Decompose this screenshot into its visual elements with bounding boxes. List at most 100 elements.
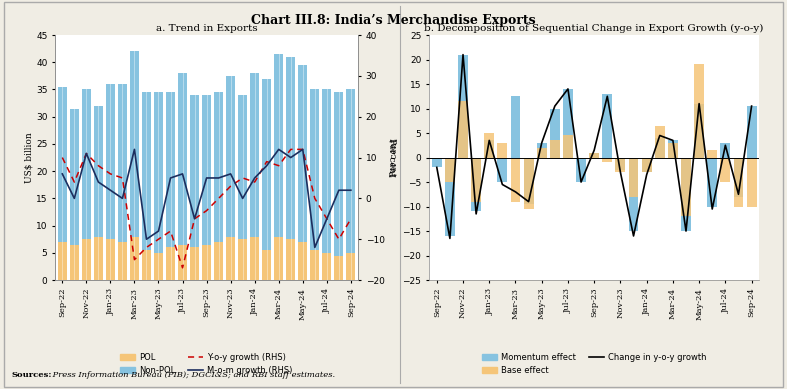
Bar: [655, 138, 665, 158]
Bar: [432, 158, 442, 167]
Bar: [202, 95, 211, 245]
Bar: [484, 140, 494, 158]
Bar: [576, 158, 586, 182]
Bar: [118, 242, 127, 280]
Bar: [681, 158, 691, 231]
Bar: [511, 158, 520, 202]
Bar: [130, 51, 139, 237]
Bar: [497, 158, 508, 182]
Bar: [57, 87, 67, 242]
Bar: [190, 95, 199, 247]
Bar: [57, 242, 67, 280]
Bar: [154, 92, 163, 253]
Bar: [262, 250, 272, 280]
Bar: [142, 250, 151, 280]
Bar: [615, 158, 626, 170]
Bar: [602, 94, 612, 158]
Bar: [214, 92, 224, 242]
Bar: [550, 140, 560, 158]
Bar: [214, 242, 224, 280]
Bar: [458, 54, 468, 158]
Bar: [178, 73, 187, 245]
Bar: [286, 239, 295, 280]
Bar: [708, 150, 717, 158]
Bar: [334, 92, 343, 256]
Bar: [629, 158, 638, 231]
Bar: [523, 158, 534, 209]
Bar: [615, 158, 626, 172]
Bar: [262, 79, 272, 250]
Bar: [250, 73, 259, 237]
Bar: [118, 84, 127, 242]
Bar: [563, 89, 573, 158]
Title: b. Decomposition of Sequential Change in Export Growth (y-o-y): b. Decomposition of Sequential Change in…: [424, 24, 764, 33]
Bar: [238, 239, 247, 280]
Bar: [747, 158, 756, 207]
Y-axis label: Per cent: Per cent: [387, 138, 396, 177]
Bar: [274, 237, 283, 280]
Bar: [655, 126, 665, 158]
Bar: [720, 158, 730, 182]
Bar: [323, 253, 331, 280]
Bar: [537, 148, 547, 158]
Bar: [471, 158, 481, 212]
Bar: [286, 57, 295, 239]
Bar: [202, 245, 211, 280]
Bar: [668, 143, 678, 158]
Bar: [458, 101, 468, 158]
Bar: [523, 158, 534, 204]
Bar: [94, 106, 103, 237]
Bar: [550, 109, 560, 158]
Bar: [298, 242, 307, 280]
Bar: [106, 239, 115, 280]
Bar: [190, 247, 199, 280]
Text: Press Information Bureau (PIB); DGCI&S; and RBI staff estimates.: Press Information Bureau (PIB); DGCI&S; …: [50, 371, 334, 379]
Title: a. Trend in Exports: a. Trend in Exports: [156, 24, 257, 33]
Y-axis label: US$ billion: US$ billion: [24, 132, 33, 183]
Bar: [323, 89, 331, 253]
Bar: [94, 237, 103, 280]
Bar: [668, 140, 678, 158]
Bar: [733, 158, 744, 207]
Bar: [445, 158, 455, 182]
Y-axis label: Per cent: Per cent: [390, 138, 400, 177]
Bar: [694, 103, 704, 158]
Bar: [298, 65, 307, 242]
Bar: [484, 133, 494, 158]
Bar: [471, 158, 481, 202]
Bar: [238, 95, 247, 239]
Bar: [641, 158, 652, 172]
Bar: [154, 253, 163, 280]
Bar: [142, 92, 151, 250]
Text: Sources:: Sources:: [12, 371, 52, 379]
Bar: [641, 158, 652, 172]
Bar: [681, 158, 691, 216]
Bar: [106, 84, 115, 239]
Text: Chart III.8: India’s Merchandise Exports: Chart III.8: India’s Merchandise Exports: [251, 14, 536, 26]
Bar: [694, 65, 704, 158]
Bar: [250, 237, 259, 280]
Bar: [747, 106, 756, 158]
Bar: [310, 89, 320, 250]
Bar: [602, 158, 612, 163]
Bar: [537, 143, 547, 158]
Bar: [346, 89, 356, 253]
Bar: [226, 237, 235, 280]
Bar: [346, 253, 356, 280]
Bar: [497, 143, 508, 158]
Bar: [334, 256, 343, 280]
Bar: [70, 245, 79, 280]
Bar: [166, 92, 175, 247]
Bar: [445, 158, 455, 236]
Bar: [629, 158, 638, 197]
Bar: [274, 54, 283, 237]
Bar: [130, 237, 139, 280]
Bar: [226, 76, 235, 237]
Bar: [563, 135, 573, 158]
Bar: [720, 143, 730, 158]
Bar: [733, 158, 744, 197]
Legend: Momentum effect, Base effect, Change in y-o-y growth: Momentum effect, Base effect, Change in …: [482, 353, 706, 375]
Bar: [82, 239, 91, 280]
Bar: [178, 245, 187, 280]
Bar: [70, 109, 79, 245]
